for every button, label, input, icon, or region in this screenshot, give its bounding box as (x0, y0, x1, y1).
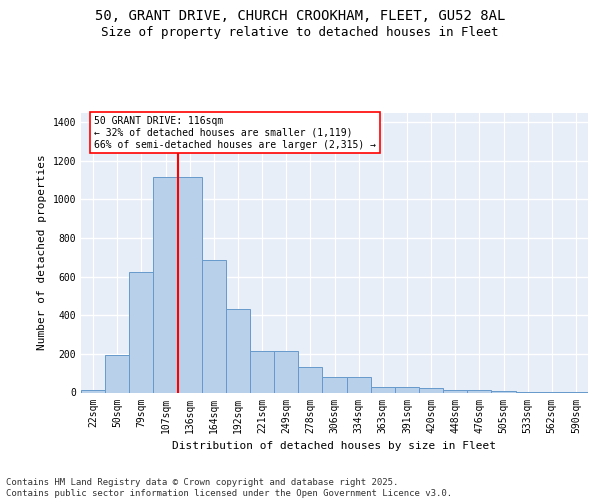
Bar (226, 310, 250, 392)
Bar (322, 377, 347, 392)
Bar (347, 377, 371, 392)
Bar (202, 260, 226, 392)
X-axis label: Distribution of detached houses by size in Fleet: Distribution of detached houses by size … (173, 441, 497, 451)
Text: 50 GRANT DRIVE: 116sqm
← 32% of detached houses are smaller (1,119)
66% of semi-: 50 GRANT DRIVE: 116sqm ← 32% of detached… (94, 116, 376, 150)
Bar (491, 391, 515, 392)
Bar (443, 390, 467, 392)
Bar (129, 272, 154, 392)
Bar (81, 390, 105, 392)
Bar (298, 368, 322, 392)
Bar (274, 351, 298, 393)
Text: 50, GRANT DRIVE, CHURCH CROOKHAM, FLEET, GU52 8AL: 50, GRANT DRIVE, CHURCH CROOKHAM, FLEET,… (95, 9, 505, 23)
Text: Size of property relative to detached houses in Fleet: Size of property relative to detached ho… (101, 26, 499, 39)
Bar (154, 177, 178, 392)
Bar (419, 388, 443, 392)
Bar (467, 390, 491, 392)
Bar (105, 355, 129, 393)
Bar (395, 386, 419, 392)
Bar (178, 177, 202, 392)
Y-axis label: Number of detached properties: Number of detached properties (37, 154, 47, 350)
Bar (250, 351, 274, 393)
Text: Contains HM Land Registry data © Crown copyright and database right 2025.
Contai: Contains HM Land Registry data © Crown c… (6, 478, 452, 498)
Bar (371, 386, 395, 392)
